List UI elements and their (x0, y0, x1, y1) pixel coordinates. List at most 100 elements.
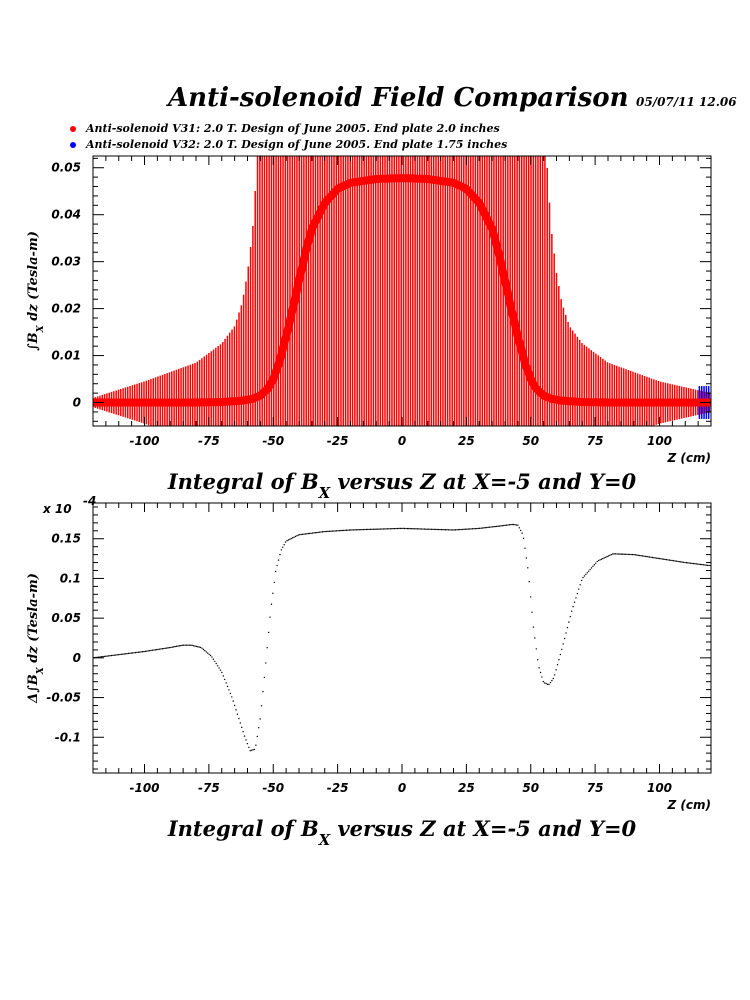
data-point (154, 649, 157, 651)
data-point (553, 674, 556, 676)
data-point (607, 555, 610, 557)
data-point (146, 650, 148, 652)
data-point (546, 683, 549, 686)
data-point (358, 529, 360, 531)
x-tick-label: -75 (198, 434, 220, 448)
data-point (277, 559, 280, 561)
data-point (402, 527, 404, 530)
data-point (643, 555, 645, 557)
data-point (406, 527, 409, 530)
y-tick-label: -0.1 (55, 730, 81, 744)
data-point (280, 549, 283, 551)
data-point (129, 652, 131, 655)
data-point (284, 541, 287, 543)
data-point (139, 651, 141, 653)
data-point (274, 570, 277, 573)
data-point (229, 692, 232, 695)
x-axis-label: Z (cm) (667, 451, 711, 465)
data-point (520, 529, 522, 532)
data-point (426, 528, 428, 530)
data-point (341, 529, 343, 532)
data-point (209, 654, 212, 657)
chart-1: -100 -75 -50 -25 0 25 50 75 100 0 0.01 0.02 0.03 0.04… (26, 155, 712, 502)
data-point (667, 559, 669, 561)
data-point (318, 531, 321, 533)
data-point (627, 553, 630, 556)
data-point (148, 650, 151, 652)
data-point (334, 530, 336, 532)
data-point (484, 527, 487, 529)
data-point (374, 528, 376, 530)
data-point (282, 546, 284, 549)
data-point (692, 562, 695, 565)
data-point (273, 581, 275, 584)
data-point (689, 562, 692, 564)
data-point (701, 563, 703, 566)
data-point (239, 722, 241, 724)
data-point (211, 656, 213, 658)
x-tick-label: 50 (522, 434, 539, 448)
data-point (678, 560, 681, 563)
data-point (375, 528, 377, 530)
data-point (147, 650, 149, 652)
data-point (116, 654, 118, 656)
data-point (308, 532, 311, 535)
data-point (617, 553, 620, 555)
data-point (250, 749, 253, 751)
data-point (415, 528, 417, 530)
data-point (184, 644, 186, 646)
data-point (681, 561, 683, 563)
data-point (647, 556, 649, 558)
data-point (511, 523, 513, 526)
data-point (265, 662, 267, 664)
y-ticks (93, 506, 711, 770)
y-axis-label: ∫BX dz (Tesla-m) (26, 231, 46, 351)
data-point (470, 528, 472, 530)
data-point (158, 648, 161, 650)
data-point (151, 649, 154, 651)
data-point (592, 565, 594, 568)
data-point (205, 651, 207, 653)
data-point (225, 682, 227, 684)
data-point (695, 563, 698, 565)
data-point (439, 528, 441, 531)
data-point (372, 528, 375, 530)
data-point (398, 527, 400, 530)
data-point (510, 523, 512, 526)
data-point (293, 536, 295, 538)
data-point (641, 555, 644, 557)
data-point (444, 529, 447, 531)
data-point (317, 531, 319, 534)
data-point (337, 530, 339, 532)
x-tick-label: -25 (327, 781, 349, 795)
x-tick-label: -50 (262, 781, 284, 795)
data-point (143, 650, 145, 653)
data-point (185, 644, 188, 646)
data-point (314, 532, 317, 534)
data-point (208, 653, 210, 655)
y-tick-label: 0.04 (51, 208, 81, 222)
data-point (654, 557, 656, 559)
data-point (570, 610, 573, 612)
data-point (600, 558, 603, 560)
data-point (331, 530, 334, 532)
data-point (552, 677, 554, 680)
data-point (597, 559, 600, 562)
data-point (175, 645, 178, 648)
data-point (222, 675, 224, 677)
data-point (352, 529, 355, 531)
data-point (106, 655, 108, 657)
data-point (219, 669, 222, 671)
data-point (382, 528, 385, 530)
data-point (190, 644, 192, 646)
data-point (505, 524, 508, 526)
data-point (453, 529, 455, 531)
data-point (433, 528, 436, 531)
data-point (699, 563, 702, 566)
data-point (150, 649, 152, 652)
data-point (582, 576, 584, 579)
x-tick-label: 75 (587, 781, 604, 795)
data-point (563, 637, 566, 640)
chart-caption: Integral of BX versus Z at X=-5 and Y=0 (167, 816, 637, 849)
data-point (480, 527, 482, 529)
